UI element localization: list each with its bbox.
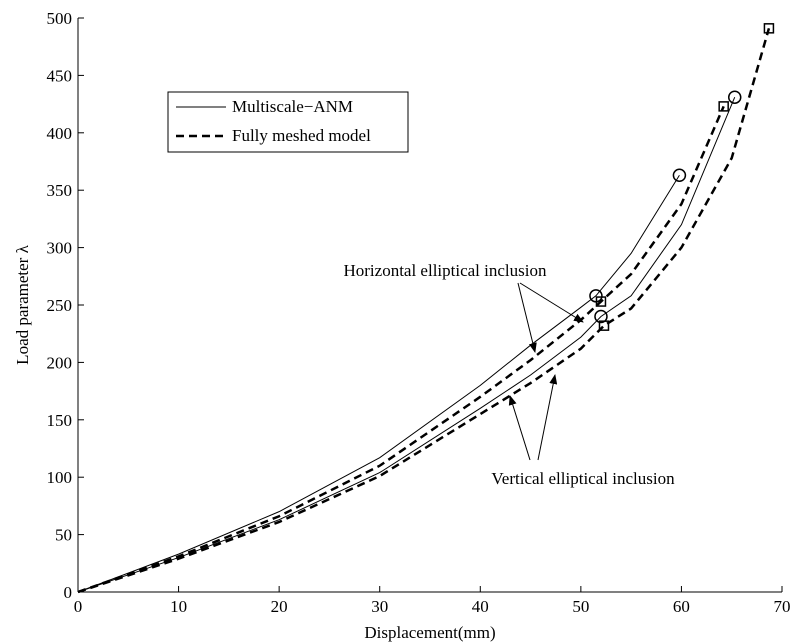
annotation: Vertical elliptical inclusion [491,469,675,488]
marker [727,90,742,104]
y-tick-label: 400 [47,124,73,143]
y-tick-label: 450 [47,66,73,85]
y-tick-label: 150 [47,411,73,430]
line [77,175,680,593]
y-tick-label: 300 [47,239,73,258]
marker [598,320,610,331]
y-axis-label: Load parameter λ [13,244,32,364]
marker [595,296,607,307]
arrow [519,282,584,323]
x-axis-label: Displacement(mm) [364,623,495,642]
y-tick-label: 100 [47,468,73,487]
x-tick-label: 30 [371,597,388,616]
x-tick-label: 60 [673,597,690,616]
legend-label: Fully meshed model [232,126,371,145]
y-tick-label: 0 [64,583,73,602]
arrow [508,395,531,461]
x-tick-label: 50 [572,597,589,616]
y-tick-label: 500 [47,9,73,28]
marker [763,23,775,34]
marker [718,101,729,112]
line [77,105,725,594]
marker [594,309,608,324]
y-tick-label: 200 [47,353,73,372]
y-tick-label: 250 [47,296,73,315]
x-tick-label: 10 [170,597,187,616]
x-tick-label: 20 [271,597,288,616]
y-tick-label: 350 [47,181,73,200]
arrow [537,374,558,461]
x-tick-label: 0 [74,597,83,616]
line [77,97,736,593]
arrow [517,282,537,353]
line [77,27,771,594]
x-tick-label: 70 [774,597,791,616]
y-tick-label: 50 [55,526,72,545]
marker [672,168,687,183]
x-tick-label: 40 [472,597,489,616]
annotation: Horizontal elliptical inclusion [343,261,547,280]
legend-label: Multiscale−ANM [232,97,353,116]
legend-box [167,91,409,153]
